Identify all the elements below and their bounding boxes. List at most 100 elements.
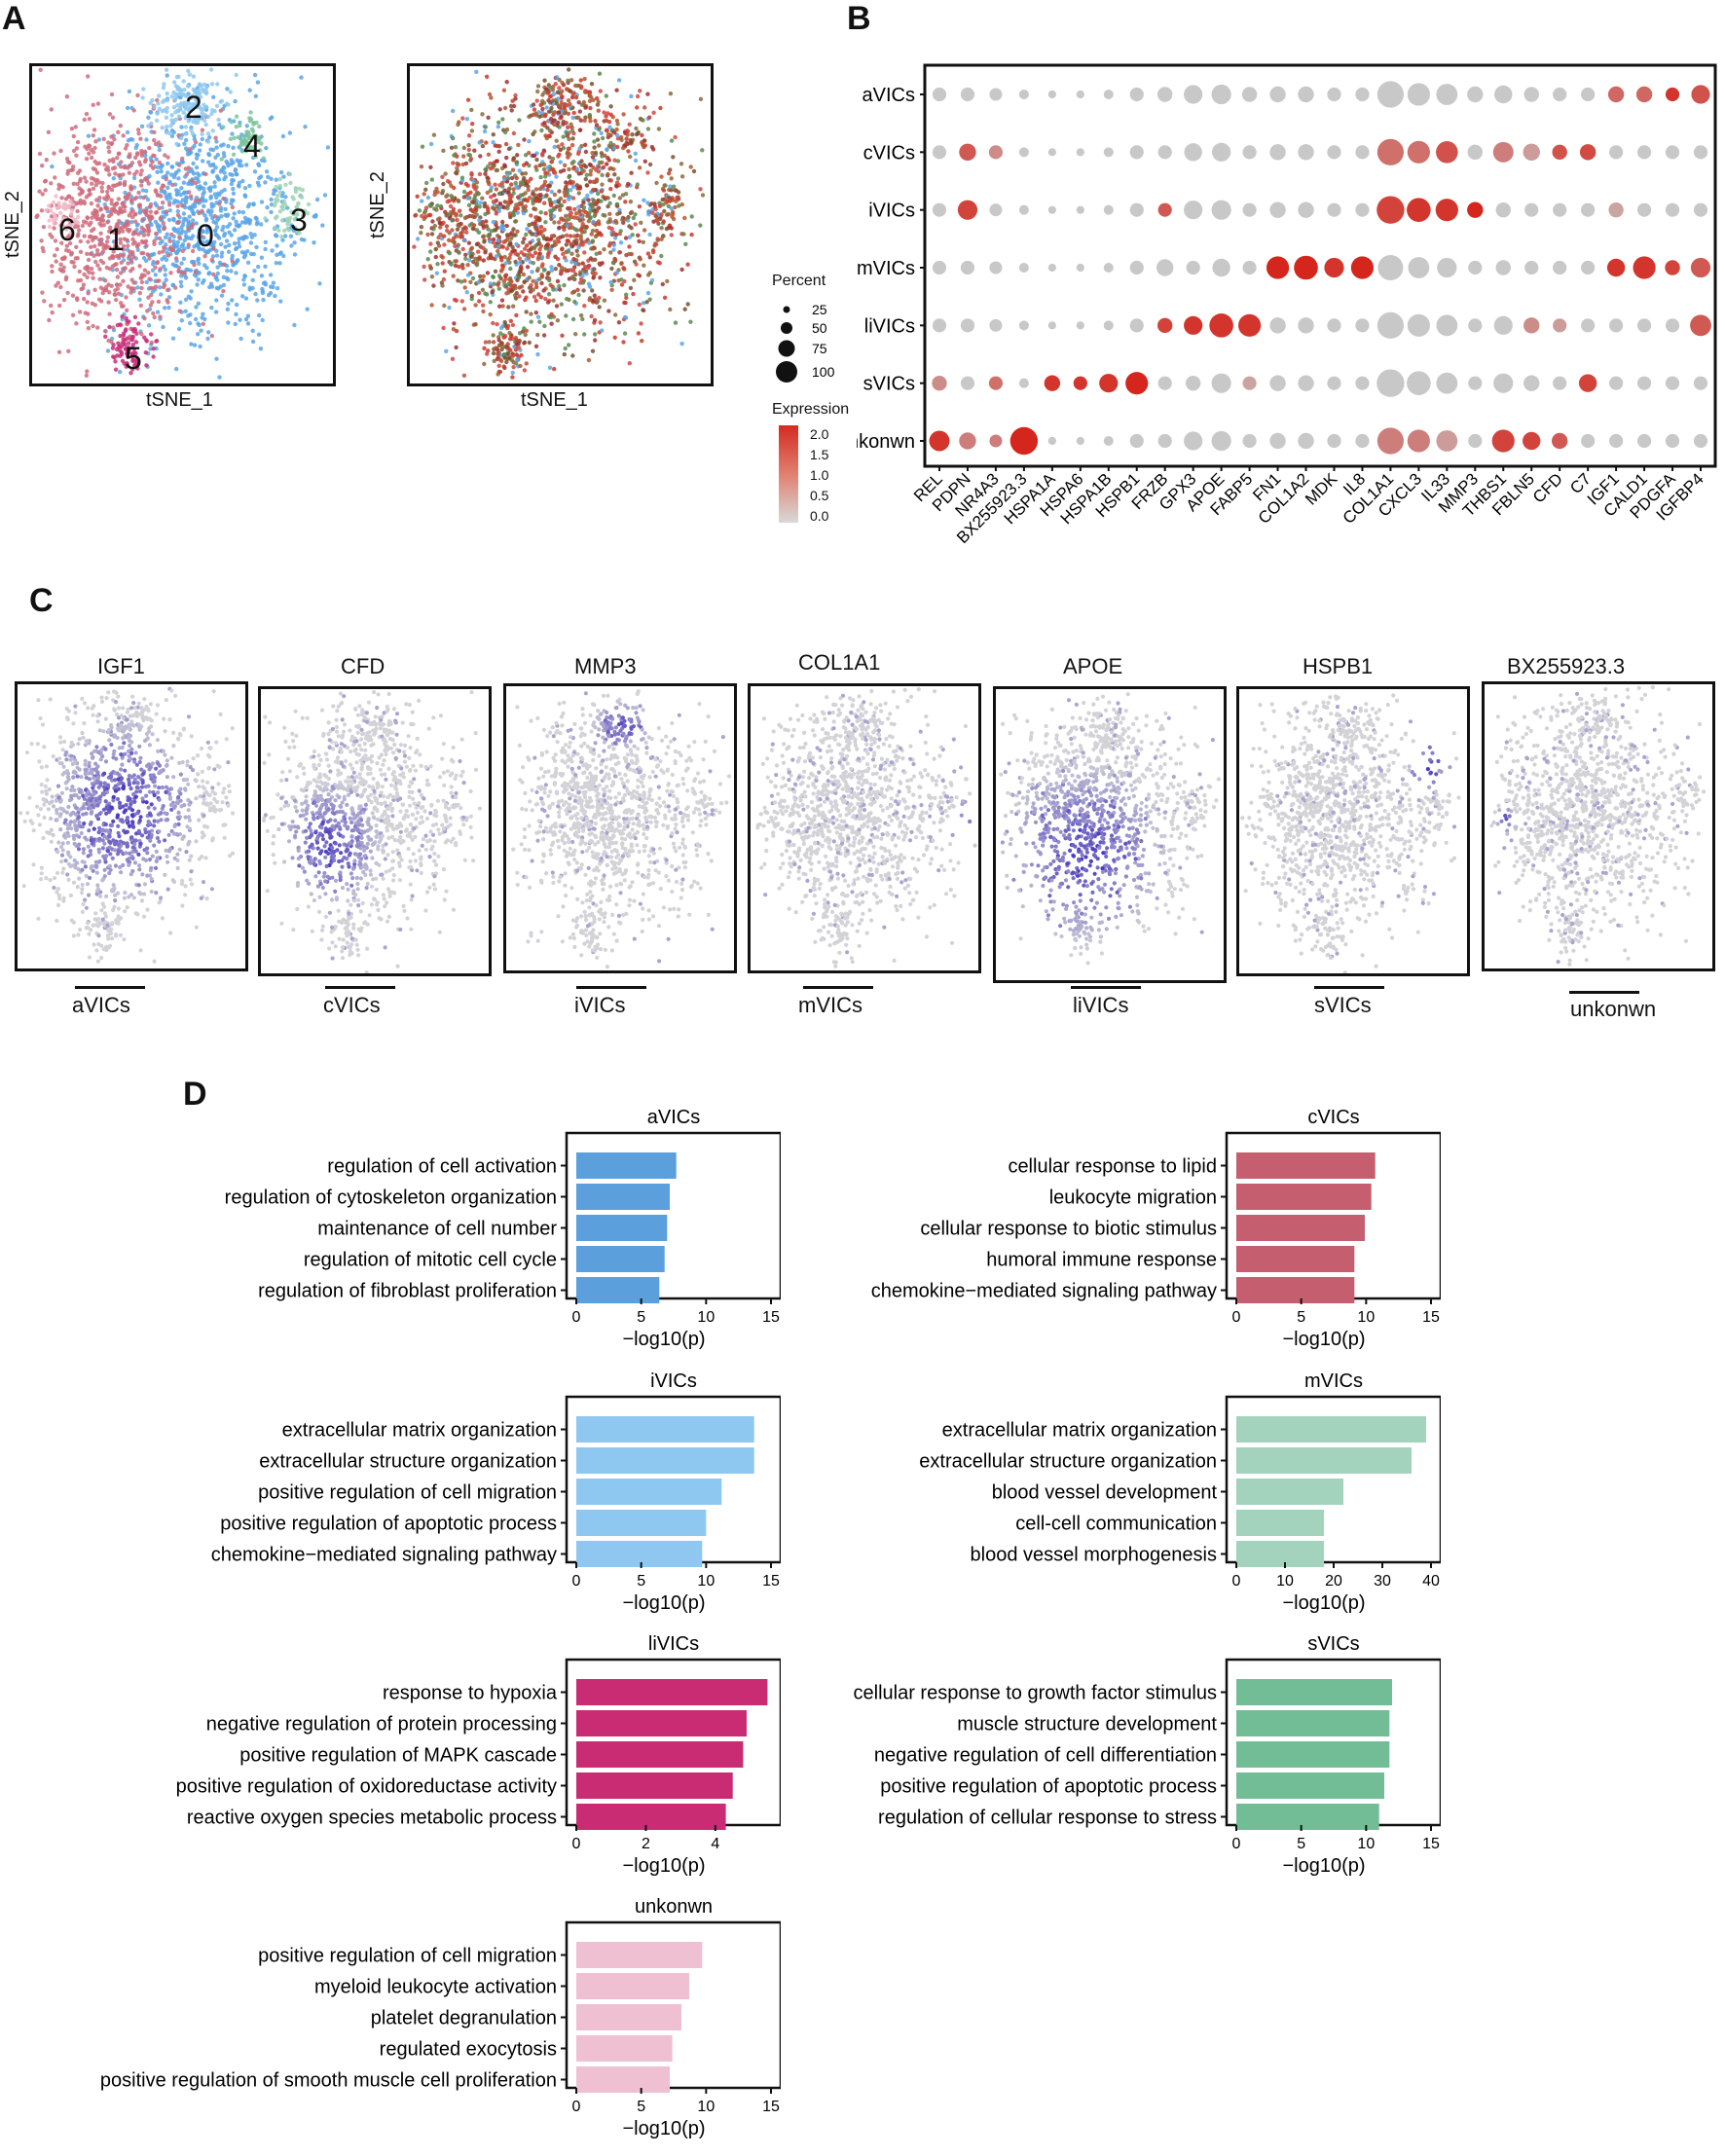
tsne-point (274, 233, 277, 237)
tsne-point (579, 237, 583, 240)
feature-plot-point (113, 898, 117, 902)
dot-plot-dot (1408, 257, 1429, 278)
dot-plot-dot (1130, 88, 1144, 101)
feature-plot-point (85, 906, 89, 910)
tsne-point (463, 257, 467, 261)
tsne-point (474, 202, 478, 206)
tsne-point (109, 284, 113, 288)
feature-plot-point (151, 780, 155, 784)
tsne-point (547, 292, 551, 296)
dot-plot-dot (1156, 259, 1173, 275)
tsne-point (165, 68, 168, 72)
feature-plot-point (116, 797, 120, 801)
tsne-point (634, 262, 638, 266)
tsne-point (593, 214, 597, 218)
tsne-point (451, 136, 455, 140)
tsne-point (568, 146, 571, 150)
tsne-point (514, 219, 518, 223)
tsne-point (174, 118, 178, 122)
dot-plot-dot (1157, 87, 1172, 101)
tsne-point (95, 203, 99, 207)
tsne-point (564, 180, 568, 184)
tsne-point (471, 209, 475, 213)
tsne-point (264, 240, 268, 244)
tsne-point (91, 272, 94, 275)
tsne-point (461, 154, 465, 158)
tsne-point (210, 82, 214, 86)
dot-plot-dot (1408, 83, 1430, 105)
tsne-point (528, 275, 532, 279)
tsne-point (543, 180, 547, 184)
tsne-point (317, 281, 321, 285)
tsne-point (151, 354, 155, 358)
tsne-point (619, 277, 623, 281)
tsne-point (150, 160, 154, 164)
dot-plot-dot (1212, 143, 1230, 162)
dot-plot-dot (1637, 434, 1651, 448)
feature-plot-point (80, 887, 84, 891)
tsne-point (531, 132, 534, 136)
tsne-point (126, 106, 129, 110)
tsne-point (105, 206, 109, 210)
tsne-point (680, 174, 684, 178)
tsne-point (237, 184, 240, 188)
tsne-point (519, 265, 523, 269)
tsne-point (75, 146, 79, 150)
tsne-point (507, 147, 511, 151)
dot-plot-dot (1468, 145, 1483, 160)
tsne-point (246, 321, 250, 325)
tsne-point (455, 235, 459, 238)
tsne-point (556, 154, 560, 158)
tsne-point (152, 105, 156, 109)
tsne-point (141, 196, 145, 200)
tsne-point (522, 137, 526, 141)
tsne-point (92, 244, 96, 248)
feature-plot-point (94, 860, 98, 864)
tsne-point (247, 184, 251, 188)
tsne-point (622, 301, 626, 305)
dot-plot-dot (1408, 429, 1430, 452)
tsne-point (485, 351, 489, 355)
tsne-point (452, 207, 456, 211)
feature-plot-point (137, 891, 141, 895)
tsne-point (533, 215, 537, 219)
tsne-point (655, 237, 659, 240)
tsne-point (320, 223, 324, 227)
tsne-point (626, 149, 630, 153)
tsne-point (550, 167, 554, 171)
tsne-point (441, 189, 445, 193)
feature-plot-point (39, 807, 43, 811)
tsne-point (512, 104, 516, 108)
tsne-point (515, 176, 519, 180)
feature-plot-point (117, 834, 121, 838)
tsne-point (515, 352, 519, 356)
feature-plot-point (119, 752, 123, 756)
tsne-point (187, 190, 191, 194)
tsne-point (543, 113, 547, 117)
tsne-point (481, 278, 485, 282)
feature-plot-point (165, 855, 168, 859)
feature-plot-point (162, 804, 165, 808)
dot-plot-dot (1104, 436, 1114, 446)
feature-plot-point (167, 833, 171, 837)
tsne-point (223, 207, 227, 211)
tsne-point (576, 152, 580, 156)
feature-plot-point (155, 859, 159, 863)
percent-label-100: 100 (812, 364, 835, 380)
feature-plot-point (152, 823, 156, 827)
tsne-point (579, 159, 583, 163)
tsne-point (591, 246, 595, 250)
tsne-point (670, 138, 674, 142)
tsne-point (119, 160, 123, 164)
tsne-point (426, 213, 430, 217)
tsne-point (495, 234, 499, 238)
tsne-point (194, 317, 198, 321)
tsne-point (139, 286, 143, 290)
tsne-point (140, 226, 144, 230)
feature-plot-point (150, 877, 154, 881)
tsne-point (101, 261, 105, 265)
dot-plot-dot (1158, 434, 1172, 448)
dot-plot-dot (1327, 434, 1340, 448)
tsne-point (593, 332, 597, 336)
tsne-point (492, 351, 495, 355)
